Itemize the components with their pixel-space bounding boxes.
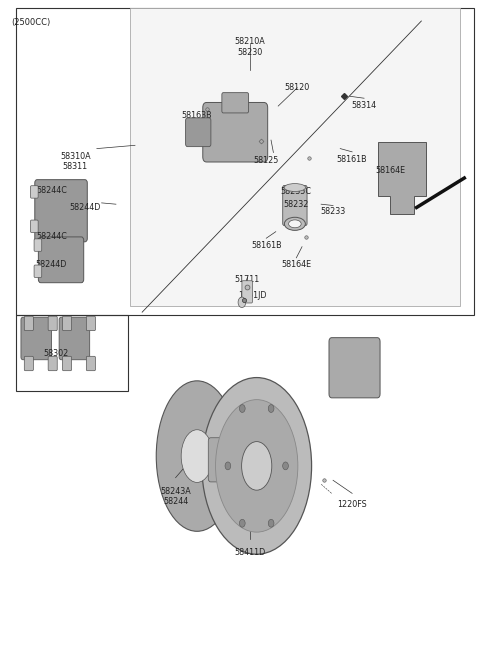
Text: 58210A
58230: 58210A 58230 [234, 37, 265, 57]
Ellipse shape [240, 405, 245, 413]
Ellipse shape [268, 405, 274, 413]
Bar [130, 8, 459, 306]
Text: 58232: 58232 [284, 200, 309, 209]
Text: 1220FS: 1220FS [337, 500, 367, 509]
Text: 58120: 58120 [285, 83, 310, 92]
FancyBboxPatch shape [31, 220, 38, 233]
FancyBboxPatch shape [62, 316, 72, 330]
Text: 58235C: 58235C [281, 187, 312, 196]
Ellipse shape [284, 217, 305, 231]
Text: 1351JD: 1351JD [238, 290, 266, 300]
FancyBboxPatch shape [186, 118, 211, 147]
Ellipse shape [156, 381, 238, 532]
Text: 58244D: 58244D [69, 203, 101, 212]
FancyBboxPatch shape [86, 316, 96, 330]
Ellipse shape [238, 297, 246, 307]
FancyBboxPatch shape [35, 179, 87, 242]
FancyBboxPatch shape [242, 281, 252, 303]
Ellipse shape [225, 462, 231, 470]
Text: 58302: 58302 [44, 350, 69, 359]
FancyBboxPatch shape [21, 317, 51, 360]
Ellipse shape [240, 519, 245, 527]
FancyBboxPatch shape [203, 102, 268, 162]
Text: 58164E: 58164E [281, 260, 312, 269]
FancyBboxPatch shape [48, 356, 57, 371]
FancyBboxPatch shape [38, 237, 84, 283]
FancyBboxPatch shape [34, 239, 42, 251]
Text: 58411D: 58411D [234, 548, 265, 556]
Ellipse shape [268, 519, 274, 527]
Text: (2500CC): (2500CC) [11, 18, 50, 27]
FancyBboxPatch shape [208, 438, 236, 482]
Text: 58161B: 58161B [251, 241, 282, 250]
Ellipse shape [241, 442, 272, 490]
FancyBboxPatch shape [222, 93, 249, 113]
Ellipse shape [181, 430, 213, 482]
Text: 58244D: 58244D [36, 260, 67, 269]
Ellipse shape [284, 183, 306, 191]
Text: 58164E: 58164E [375, 166, 406, 175]
Ellipse shape [288, 220, 301, 228]
Ellipse shape [216, 399, 298, 532]
FancyBboxPatch shape [86, 356, 96, 371]
Text: 58125: 58125 [253, 156, 279, 165]
Ellipse shape [202, 378, 312, 555]
FancyBboxPatch shape [31, 186, 38, 198]
Text: 58243A
58244: 58243A 58244 [160, 487, 191, 507]
FancyBboxPatch shape [283, 185, 307, 225]
Text: 58310A
58311: 58310A 58311 [60, 152, 91, 171]
Bar [16, 315, 128, 391]
Polygon shape [378, 142, 426, 214]
FancyBboxPatch shape [59, 317, 90, 360]
Bar [16, 8, 474, 315]
FancyBboxPatch shape [24, 316, 34, 330]
FancyBboxPatch shape [24, 356, 34, 371]
Text: 58244C: 58244C [36, 186, 67, 195]
FancyBboxPatch shape [62, 356, 72, 371]
Text: 58244C: 58244C [36, 232, 67, 240]
Text: 58314: 58314 [351, 101, 377, 110]
FancyBboxPatch shape [48, 316, 57, 330]
Text: 58161B: 58161B [337, 155, 368, 164]
FancyBboxPatch shape [329, 338, 380, 398]
Text: 51711: 51711 [235, 275, 260, 284]
Text: 58233: 58233 [321, 208, 346, 216]
Ellipse shape [283, 462, 288, 470]
Text: 58163B: 58163B [182, 111, 212, 120]
FancyBboxPatch shape [34, 265, 42, 277]
